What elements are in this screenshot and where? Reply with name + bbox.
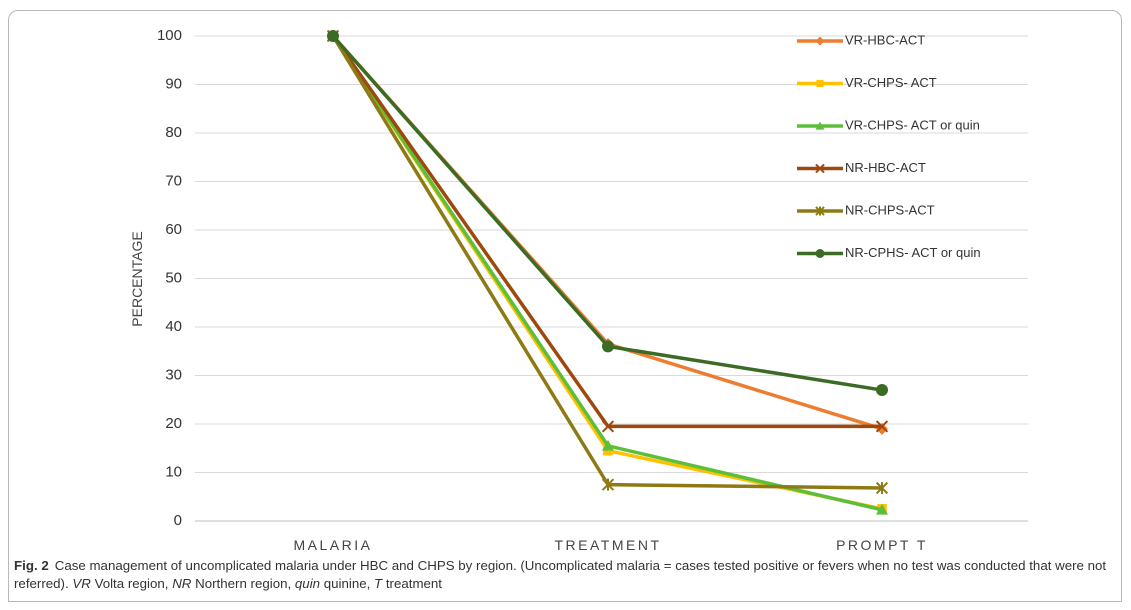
line-chart: 0 10 20 30 40 50 60 70 80 90 100 MALARIA TREATMENT P… bbox=[129, 27, 1028, 553]
legend-item: NR-CPHS- ACT or quin bbox=[797, 245, 981, 260]
y-tick-label: 80 bbox=[165, 124, 182, 141]
series-line bbox=[331, 34, 882, 429]
y-tick-label: 70 bbox=[165, 172, 182, 189]
x-tick-label: MALARIA bbox=[294, 537, 373, 553]
x-axis-ticks: MALARIA TREATMENT PROMPT T bbox=[294, 537, 928, 553]
y-tick-label: 40 bbox=[165, 318, 182, 335]
legend-label: NR-CPHS- ACT or quin bbox=[845, 245, 981, 260]
series-5 bbox=[327, 30, 888, 397]
legend-item: NR-HBC-ACT bbox=[797, 160, 926, 175]
data-point bbox=[876, 384, 888, 397]
x-tick-label: TREATMENT bbox=[554, 537, 661, 553]
x-tick-label: PROMPT T bbox=[836, 537, 928, 553]
series-0 bbox=[327, 30, 888, 435]
y-tick-label: 0 bbox=[174, 512, 182, 529]
caption-t: T bbox=[374, 576, 383, 591]
caption-text-2: Volta region, bbox=[90, 576, 173, 591]
data-point bbox=[602, 340, 614, 353]
figure-caption: Fig. 2 Case management of uncomplicated m… bbox=[14, 557, 1114, 593]
y-tick-label: 60 bbox=[165, 221, 182, 238]
legend-item: VR-CHPS- ACT bbox=[797, 75, 937, 90]
caption-nr: NR bbox=[172, 576, 192, 591]
series-line bbox=[331, 34, 883, 431]
grid-lines bbox=[195, 35, 1028, 522]
data-point bbox=[815, 36, 825, 46]
data-point bbox=[816, 79, 824, 88]
series-3 bbox=[326, 29, 889, 433]
legend-label: VR-CHPS- ACT bbox=[845, 75, 937, 90]
caption-text-3: Northern region, bbox=[191, 576, 295, 591]
y-tick-label: 30 bbox=[165, 366, 182, 383]
legend-label: NR-HBC-ACT bbox=[845, 160, 926, 175]
legend-item: VR-CHPS- ACT or quin bbox=[797, 117, 980, 132]
figure-frame bbox=[8, 10, 1122, 602]
data-point bbox=[601, 420, 615, 433]
data-point bbox=[875, 481, 889, 495]
legend-label: NR-CHPS-ACT bbox=[845, 202, 935, 217]
caption-text-1: Case management of uncomplicated malaria… bbox=[14, 558, 1107, 591]
legend-item: VR-HBC-ACT bbox=[797, 32, 925, 47]
caption-quin: quin bbox=[294, 576, 321, 591]
series-line bbox=[331, 35, 883, 490]
data-point bbox=[815, 206, 825, 216]
y-axis-ticks: 0 10 20 30 40 50 60 70 80 90 100 bbox=[157, 27, 182, 529]
data-point bbox=[876, 422, 888, 435]
data-point bbox=[815, 121, 825, 130]
y-axis-title: PERCENTAGE bbox=[129, 231, 145, 326]
data-point bbox=[815, 249, 825, 258]
y-tick-label: 90 bbox=[165, 75, 182, 92]
caption-vr: VR bbox=[72, 576, 91, 591]
y-tick-label: 50 bbox=[165, 269, 182, 286]
caption-text-4: quinine, bbox=[320, 576, 375, 591]
data-point bbox=[875, 420, 889, 433]
series-group bbox=[326, 29, 889, 515]
series-2 bbox=[327, 30, 888, 515]
data-point bbox=[601, 478, 615, 491]
data-point bbox=[327, 30, 339, 42]
legend-label: VR-HBC-ACT bbox=[845, 32, 925, 47]
series-line bbox=[331, 35, 883, 512]
y-tick-label: 10 bbox=[165, 463, 182, 480]
legend: VR-HBC-ACT VR-CHPS- ACT VR-CHPS- ACT or qu… bbox=[797, 32, 981, 260]
legend-item: NR-CHPS-ACT bbox=[797, 202, 935, 217]
data-point bbox=[876, 503, 888, 515]
data-point bbox=[602, 439, 614, 451]
data-point bbox=[603, 445, 613, 456]
y-tick-label: 100 bbox=[157, 27, 182, 44]
legend-label: VR-CHPS- ACT or quin bbox=[845, 117, 980, 132]
series-line bbox=[331, 35, 883, 511]
y-tick-label: 20 bbox=[165, 415, 182, 432]
data-point bbox=[815, 163, 825, 174]
caption-text-5: treatment bbox=[382, 576, 443, 591]
caption-label: Fig. 2 bbox=[14, 558, 49, 573]
series-line bbox=[331, 34, 883, 392]
